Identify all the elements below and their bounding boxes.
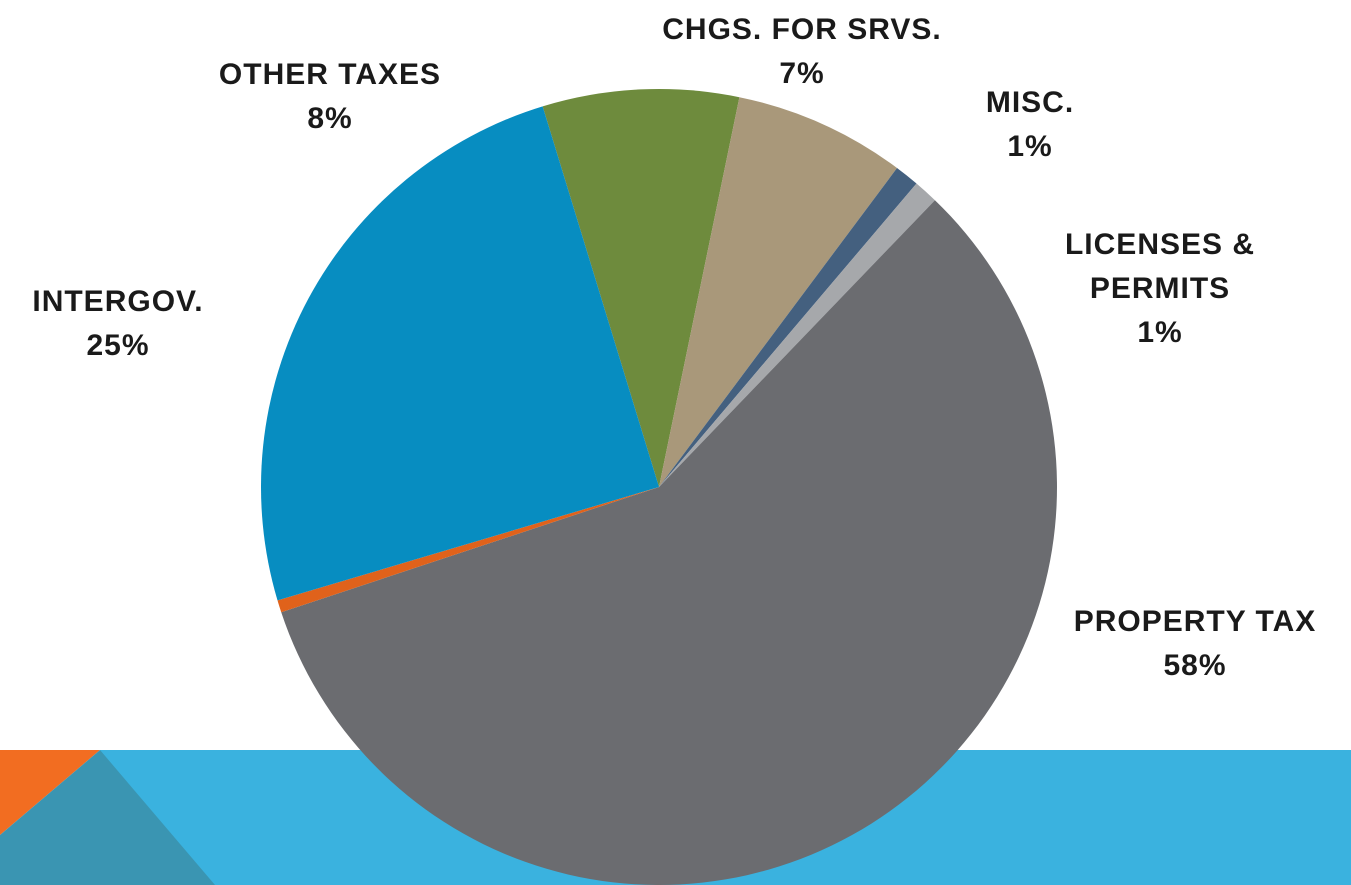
value-label: 7% — [779, 57, 825, 90]
pie-slice — [260, 106, 659, 601]
pie-slice — [659, 168, 917, 488]
pie-slice — [542, 88, 740, 487]
category-label: MISC. — [985, 86, 1075, 119]
category-label: INTERGOV. — [32, 285, 204, 318]
category-label: CHGS. FOR SRVS. — [662, 13, 942, 46]
pie-slice — [277, 487, 659, 613]
slice-label: LICENSES & PERMITS 1% — [1035, 223, 1285, 355]
teal-decoration — [0, 750, 215, 885]
value-label: 58% — [1163, 649, 1227, 682]
value-label: 1% — [1137, 316, 1183, 349]
slice-label: OTHER TAXES 8% — [170, 53, 490, 141]
slice-label: MISC. 1% — [930, 81, 1130, 169]
pie-slice — [659, 97, 898, 487]
category-label: PROPERTY TAX — [1073, 605, 1317, 638]
pie-slice — [659, 183, 935, 487]
value-label: 1% — [1007, 130, 1053, 163]
slice-label: CHGS. FOR SRVS. 7% — [602, 8, 1002, 96]
slice-label: PROPERTY TAX 58% — [1035, 600, 1351, 688]
pie — [260, 88, 1058, 885]
value-label: 8% — [307, 102, 353, 135]
slice-label: INTERGOV. 25% — [0, 280, 243, 368]
value-label: 25% — [86, 329, 150, 362]
category-label: OTHER TAXES — [218, 58, 442, 91]
category-label: LICENSES & PERMITS — [1064, 228, 1256, 305]
pie-slice — [281, 200, 1058, 885]
